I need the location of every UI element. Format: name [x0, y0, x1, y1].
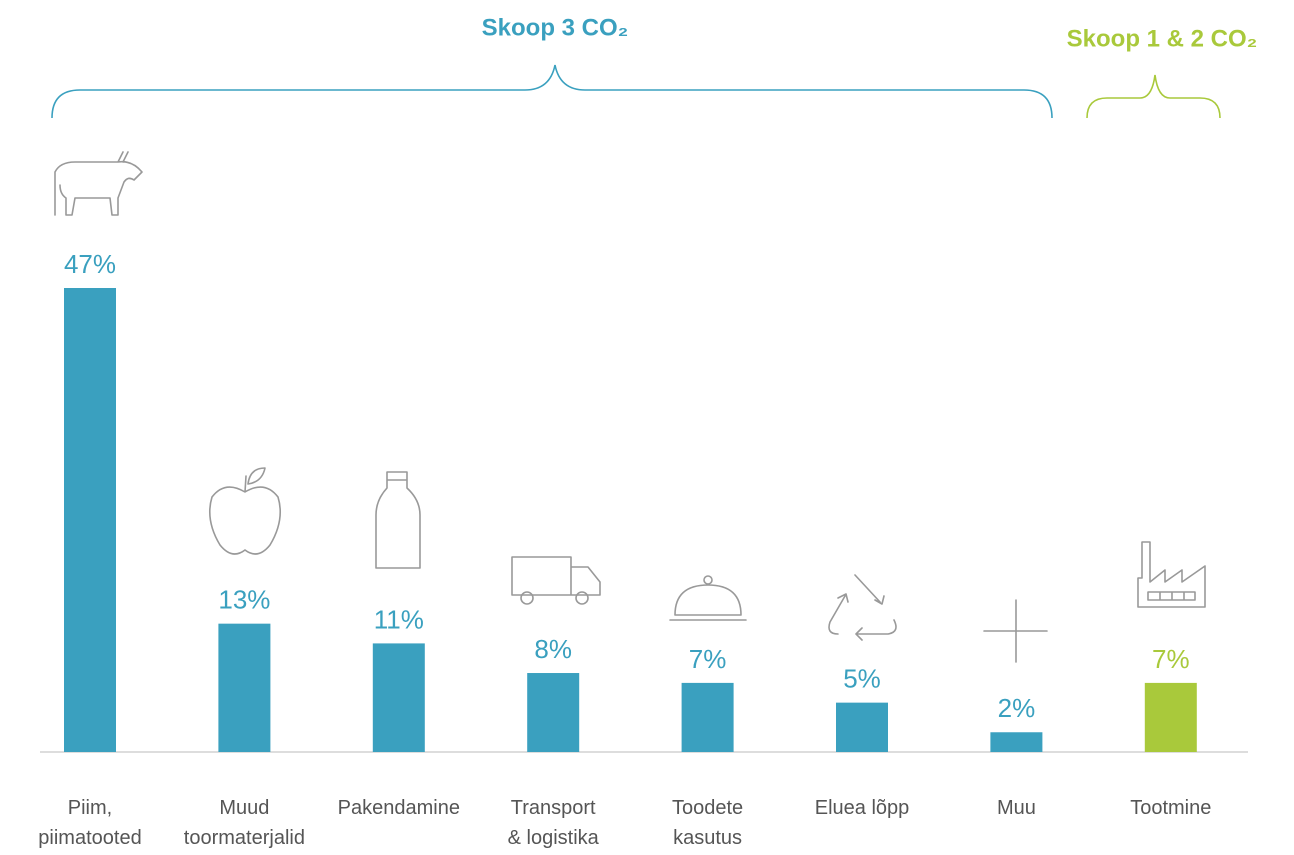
bar	[836, 702, 888, 752]
value-label: 7%	[689, 644, 727, 674]
plus-icon	[983, 599, 1048, 663]
value-label: 5%	[843, 664, 881, 694]
bar	[1144, 682, 1197, 752]
category-label: Transport & logistika	[507, 797, 599, 849]
scope3-title: Skoop 3 CO₂	[482, 14, 629, 41]
bar	[218, 623, 271, 752]
value-label: 7%	[1152, 644, 1190, 674]
category-label: Muud toormaterjalid	[183, 797, 305, 849]
bar	[527, 673, 580, 752]
value-label: 13%	[218, 585, 270, 615]
category-label: Eluea lõpp	[814, 797, 910, 819]
bar	[372, 643, 425, 752]
scope3-bracket	[51, 64, 1053, 119]
recycle-icon	[828, 574, 897, 641]
truck-icon	[511, 556, 601, 605]
category-label: Muu	[996, 797, 1036, 819]
category-label: Piim, piimatooted	[38, 797, 142, 849]
category-label: Tootmine	[1130, 797, 1212, 819]
value-label: 11%	[374, 604, 424, 634]
bar	[64, 288, 116, 752]
cow-icon	[54, 151, 143, 216]
factory-icon	[1137, 541, 1206, 608]
scope12-bracket	[1086, 74, 1221, 119]
category-label: Pakendamine	[337, 797, 460, 819]
bottle-icon	[375, 471, 421, 569]
cloche-icon	[669, 575, 747, 621]
bar	[990, 732, 1043, 752]
apple-icon	[209, 467, 281, 555]
value-label: 47%	[64, 249, 116, 279]
value-label: 8%	[534, 634, 572, 664]
bar	[681, 682, 734, 752]
category-label: Toodete kasutus	[672, 797, 744, 849]
scope12-title: Skoop 1 & 2 CO₂	[1067, 25, 1258, 52]
value-label: 2%	[998, 693, 1036, 723]
